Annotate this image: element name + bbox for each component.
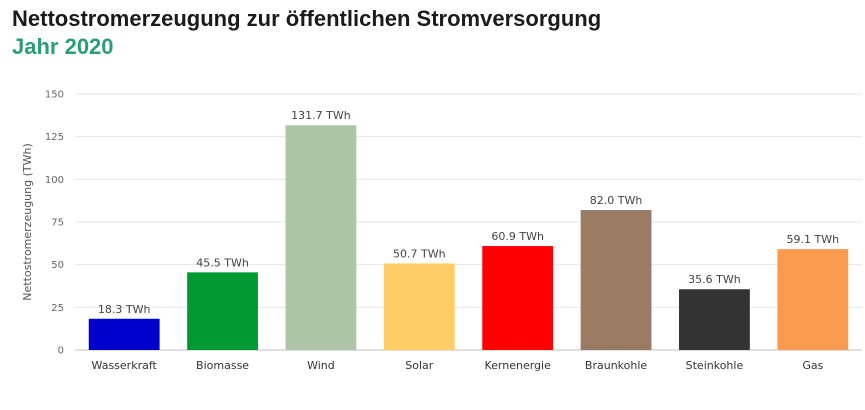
x-tick-label: Kernenergie (484, 359, 551, 372)
y-tick-label: 100 (45, 175, 64, 186)
bar-kernenergie (482, 246, 554, 350)
y-tick-label: 50 (51, 260, 64, 271)
bar-biomasse (187, 272, 258, 350)
bar-wasserkraft (88, 318, 160, 350)
chart-title: Nettostromerzeugung zur öffentlichen Str… (12, 6, 602, 31)
y-axis-ticks: 0 25 50 75 100 125 150 (45, 90, 64, 357)
bar-solar (383, 263, 455, 350)
bar-steinkohle (679, 289, 750, 350)
data-label: 60.9 TWh (491, 230, 544, 243)
chart-subtitle: Jahr 2020 (12, 34, 114, 59)
x-axis-categories: Wasserkraft Biomasse Wind Solar Kernenergie B… (92, 359, 824, 372)
data-labels: 18.3 TWh 45.5 TWh 131.7 TWh 50.7 TWh 60.9 TW… (98, 109, 839, 316)
data-label: 50.7 TWh (393, 247, 446, 260)
bar-wind (285, 125, 357, 351)
x-tick-label: Wasserkraft (92, 359, 158, 372)
data-label: 82.0 TWh (590, 194, 643, 207)
y-tick-label: 150 (45, 90, 64, 101)
y-tick-label: 125 (45, 132, 64, 143)
data-label: 45.5 TWh (196, 256, 249, 269)
data-label: 18.3 TWh (98, 303, 151, 316)
y-tick-label: 0 (58, 346, 64, 357)
x-tick-label: Braunkohle (585, 359, 647, 372)
bars (88, 125, 849, 351)
x-tick-label: Biomasse (196, 359, 249, 372)
x-tick-label: Wind (307, 359, 335, 372)
data-label: 59.1 TWh (787, 233, 840, 246)
data-label: 35.6 TWh (688, 273, 741, 286)
x-tick-label: Solar (405, 359, 434, 372)
x-tick-label: Steinkohle (686, 359, 744, 372)
y-axis-label: Nettostromerzeugung (TWh) (21, 143, 34, 300)
bar-gas (777, 249, 849, 350)
x-tick-label: Gas (802, 359, 823, 372)
y-tick-label: 25 (51, 303, 64, 314)
y-tick-label: 75 (51, 218, 64, 229)
bar-braunkohle (580, 210, 652, 350)
data-label: 131.7 TWh (291, 109, 351, 122)
